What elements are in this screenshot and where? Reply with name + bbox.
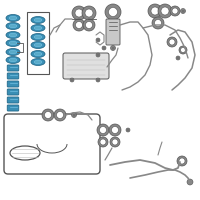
FancyBboxPatch shape: [7, 97, 19, 103]
Ellipse shape: [6, 48, 20, 55]
Circle shape: [179, 158, 185, 164]
Circle shape: [42, 109, 54, 121]
Circle shape: [96, 78, 100, 82]
Ellipse shape: [9, 33, 17, 37]
Circle shape: [151, 7, 159, 15]
Ellipse shape: [31, 24, 45, 31]
Circle shape: [158, 4, 172, 18]
Circle shape: [75, 9, 83, 17]
Ellipse shape: [31, 50, 45, 58]
Circle shape: [70, 78, 74, 82]
Ellipse shape: [9, 16, 17, 20]
Circle shape: [105, 4, 121, 20]
Circle shape: [169, 39, 175, 45]
Circle shape: [154, 20, 162, 26]
Ellipse shape: [34, 43, 42, 47]
Circle shape: [44, 112, 52, 118]
Circle shape: [172, 8, 178, 14]
Ellipse shape: [31, 58, 45, 66]
Circle shape: [112, 127, 118, 134]
Circle shape: [109, 124, 121, 136]
Circle shape: [73, 19, 85, 31]
Circle shape: [98, 137, 108, 147]
Circle shape: [102, 46, 106, 50]
Circle shape: [100, 127, 106, 134]
Circle shape: [82, 6, 96, 20]
Ellipse shape: [6, 22, 20, 29]
Circle shape: [126, 128, 130, 132]
Circle shape: [177, 156, 187, 166]
FancyBboxPatch shape: [7, 105, 19, 111]
FancyBboxPatch shape: [7, 73, 19, 79]
Bar: [27, 12, 49, 74]
Circle shape: [85, 9, 93, 17]
Circle shape: [76, 21, 83, 28]
Circle shape: [54, 109, 66, 121]
FancyBboxPatch shape: [106, 19, 120, 45]
Circle shape: [72, 6, 86, 20]
Ellipse shape: [6, 40, 20, 46]
Circle shape: [187, 179, 193, 185]
Circle shape: [72, 112, 76, 117]
Ellipse shape: [34, 52, 42, 56]
Ellipse shape: [6, 15, 20, 21]
Circle shape: [176, 56, 180, 60]
Circle shape: [148, 4, 162, 18]
Circle shape: [179, 46, 187, 54]
Circle shape: [100, 139, 106, 145]
Ellipse shape: [34, 35, 42, 39]
Ellipse shape: [9, 41, 17, 45]
Circle shape: [97, 124, 109, 136]
Circle shape: [180, 47, 186, 52]
Ellipse shape: [9, 50, 17, 54]
Circle shape: [57, 112, 64, 118]
Ellipse shape: [34, 18, 42, 22]
Ellipse shape: [9, 58, 17, 62]
Ellipse shape: [31, 17, 45, 23]
Circle shape: [152, 17, 164, 29]
FancyBboxPatch shape: [7, 81, 19, 87]
Ellipse shape: [6, 31, 20, 38]
Circle shape: [170, 6, 180, 16]
Circle shape: [108, 7, 118, 17]
Circle shape: [110, 46, 116, 50]
Circle shape: [110, 137, 120, 147]
Circle shape: [96, 38, 100, 42]
FancyBboxPatch shape: [63, 53, 109, 79]
Circle shape: [161, 7, 169, 15]
Circle shape: [167, 37, 177, 47]
Circle shape: [180, 8, 186, 14]
Ellipse shape: [31, 33, 45, 40]
Circle shape: [86, 21, 92, 28]
Ellipse shape: [34, 26, 42, 30]
Ellipse shape: [31, 42, 45, 48]
Circle shape: [112, 139, 118, 145]
Ellipse shape: [34, 60, 42, 64]
FancyBboxPatch shape: [7, 89, 19, 95]
Ellipse shape: [6, 56, 20, 64]
Circle shape: [96, 53, 100, 57]
FancyBboxPatch shape: [7, 65, 19, 71]
Circle shape: [83, 19, 95, 31]
Ellipse shape: [9, 24, 17, 28]
